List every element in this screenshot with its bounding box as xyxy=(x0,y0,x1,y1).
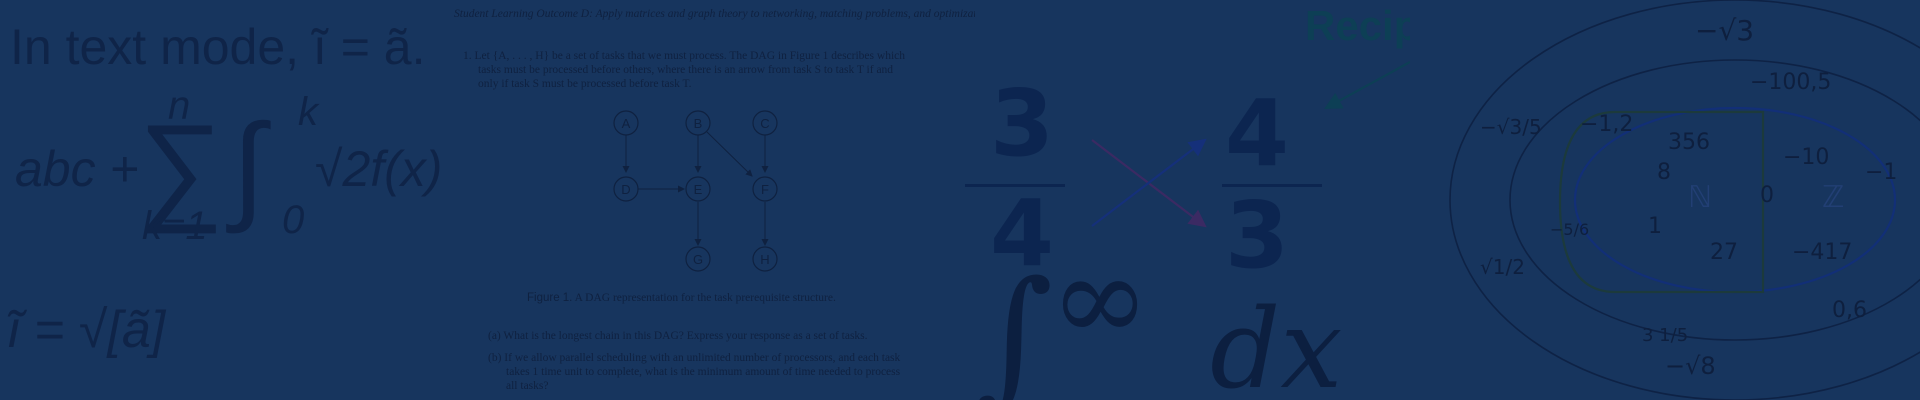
natural-numbers-symbol: ℕ xyxy=(1688,180,1713,215)
dag-node-f: F xyxy=(752,176,778,202)
label-neg-5-6: −5/6 xyxy=(1550,220,1590,239)
label-neg-sqrt3: −√3 xyxy=(1695,14,1755,47)
label-356: 356 xyxy=(1668,130,1710,155)
question-b-line-1: (b) If we allow parallel scheduling with… xyxy=(488,352,901,364)
sum-symbol: ∑ xyxy=(138,100,224,234)
expr-tail: √2f(x) dx xyxy=(315,141,445,197)
learning-outcome: Student Learning Outcome D: Apply matric… xyxy=(454,8,975,20)
left-fraction-bar xyxy=(965,184,1065,187)
dag-node-e: E xyxy=(685,176,711,202)
question-1-line-2: tasks must be processed before others, w… xyxy=(478,64,894,76)
reciprocal-panel: Reciprocal 3 4 4 3 ∫ ∞ dx xyxy=(960,0,1410,400)
label-neg-sqrt8: −√8 xyxy=(1665,352,1716,380)
dag-edges xyxy=(622,131,769,246)
integral-symbol-large: ∫ xyxy=(975,250,1054,400)
dag-node-h: H xyxy=(752,246,778,272)
text-mode-panel: In text mode, ĩ = ã. abc + ∑ n k=1 ∫ k 0… xyxy=(0,0,445,400)
question-1-line-3: only if task S must be processed before … xyxy=(478,78,692,90)
label-8: 8 xyxy=(1657,160,1671,185)
svg-text:G: G xyxy=(693,252,703,267)
number-sets-ellipses xyxy=(1449,0,1920,400)
reciprocal-arrows xyxy=(1091,61,1410,228)
edge-b-f xyxy=(706,131,753,177)
left-numerator: 3 xyxy=(990,70,1055,177)
naturals-region xyxy=(1558,110,1765,294)
question-1-line-1: 1. Let {A, . . . , H} be a set of tasks … xyxy=(463,50,905,62)
differential-dx: dx xyxy=(1210,285,1343,400)
label-sqrt-1-2: √1/2 xyxy=(1480,255,1525,279)
right-fraction-bar xyxy=(1222,184,1322,187)
number-sets-panel: −√3 −100,5 −√3/5 −1,2 356 −10 −1 8 ℕ 0 ℤ… xyxy=(1410,0,1920,400)
svg-text:A: A xyxy=(622,116,631,131)
expr-head: abc + xyxy=(15,141,139,197)
dag-node-g: G xyxy=(685,246,711,272)
infinity-symbol: ∞ xyxy=(1050,230,1150,369)
figure-caption-text: A DAG representation for the task prereq… xyxy=(574,292,836,304)
label-neg-sqrt-3-5: −√3/5 xyxy=(1480,115,1542,139)
reciprocal-title: Reciprocal xyxy=(1305,2,1410,49)
outer-ellipse xyxy=(1449,0,1920,400)
svg-text:F: F xyxy=(761,182,769,197)
svg-text:B: B xyxy=(694,116,703,131)
figure-label: Figure 1. xyxy=(527,292,573,304)
label-neg-1-2: −1,2 xyxy=(1580,112,1634,137)
left-denominator: 4 xyxy=(990,180,1055,287)
cross-arrow-up xyxy=(1091,138,1207,227)
svg-text:C: C xyxy=(760,116,769,131)
label-1: 1 xyxy=(1648,214,1662,239)
figure-caption: Figure 1. A DAG representation for the t… xyxy=(527,292,836,305)
integral-upper-limit: k xyxy=(298,90,318,134)
label-neg-417: −417 xyxy=(1792,240,1853,265)
integral-lower-limit: 0 xyxy=(282,198,305,242)
dag-figure: A B C D E F G H xyxy=(613,110,778,272)
integer-numbers-symbol: ℤ xyxy=(1822,180,1845,215)
tilde-sqrt-expression: ĩ = √[ã] xyxy=(8,301,166,359)
dag-node-d: D xyxy=(613,176,639,202)
question-b-line-3: all tasks? xyxy=(506,380,549,392)
label-3-and-1-5: 3 1/5 xyxy=(1642,325,1689,346)
dag-node-a: A xyxy=(613,110,639,136)
label-0: 0 xyxy=(1760,183,1774,208)
label-neg-100-5: −100,5 xyxy=(1750,70,1832,95)
label-neg-1: −1 xyxy=(1865,160,1898,185)
text-mode-line: In text mode, ĩ = ã. xyxy=(10,19,426,75)
label-neg-10: −10 xyxy=(1783,145,1830,170)
document-panel: Student Learning Outcome D: Apply matric… xyxy=(445,0,975,400)
label-27: 27 xyxy=(1710,240,1738,265)
dag-node-b: B xyxy=(685,110,711,136)
middle-ellipse xyxy=(1509,59,1920,341)
integral-symbol: ∫ xyxy=(232,100,265,234)
question-b-line-2: takes 1 time unit to complete, what is t… xyxy=(506,366,901,378)
svg-text:E: E xyxy=(694,182,703,197)
sum-upper-limit: n xyxy=(168,84,191,128)
sum-integral-expression: abc + xyxy=(15,140,139,198)
question-a: (a) What is the longest chain in this DA… xyxy=(488,330,868,342)
svg-text:D: D xyxy=(621,182,630,197)
label-0-6: 0,6 xyxy=(1832,298,1867,323)
right-numerator: 4 xyxy=(1225,80,1290,187)
sum-lower-limit: k=1 xyxy=(142,204,208,248)
dag-node-c: C xyxy=(752,110,778,136)
right-denominator: 3 xyxy=(1225,182,1290,289)
reciprocal-pointer-arrow xyxy=(1324,61,1410,110)
svg-text:H: H xyxy=(760,252,769,267)
